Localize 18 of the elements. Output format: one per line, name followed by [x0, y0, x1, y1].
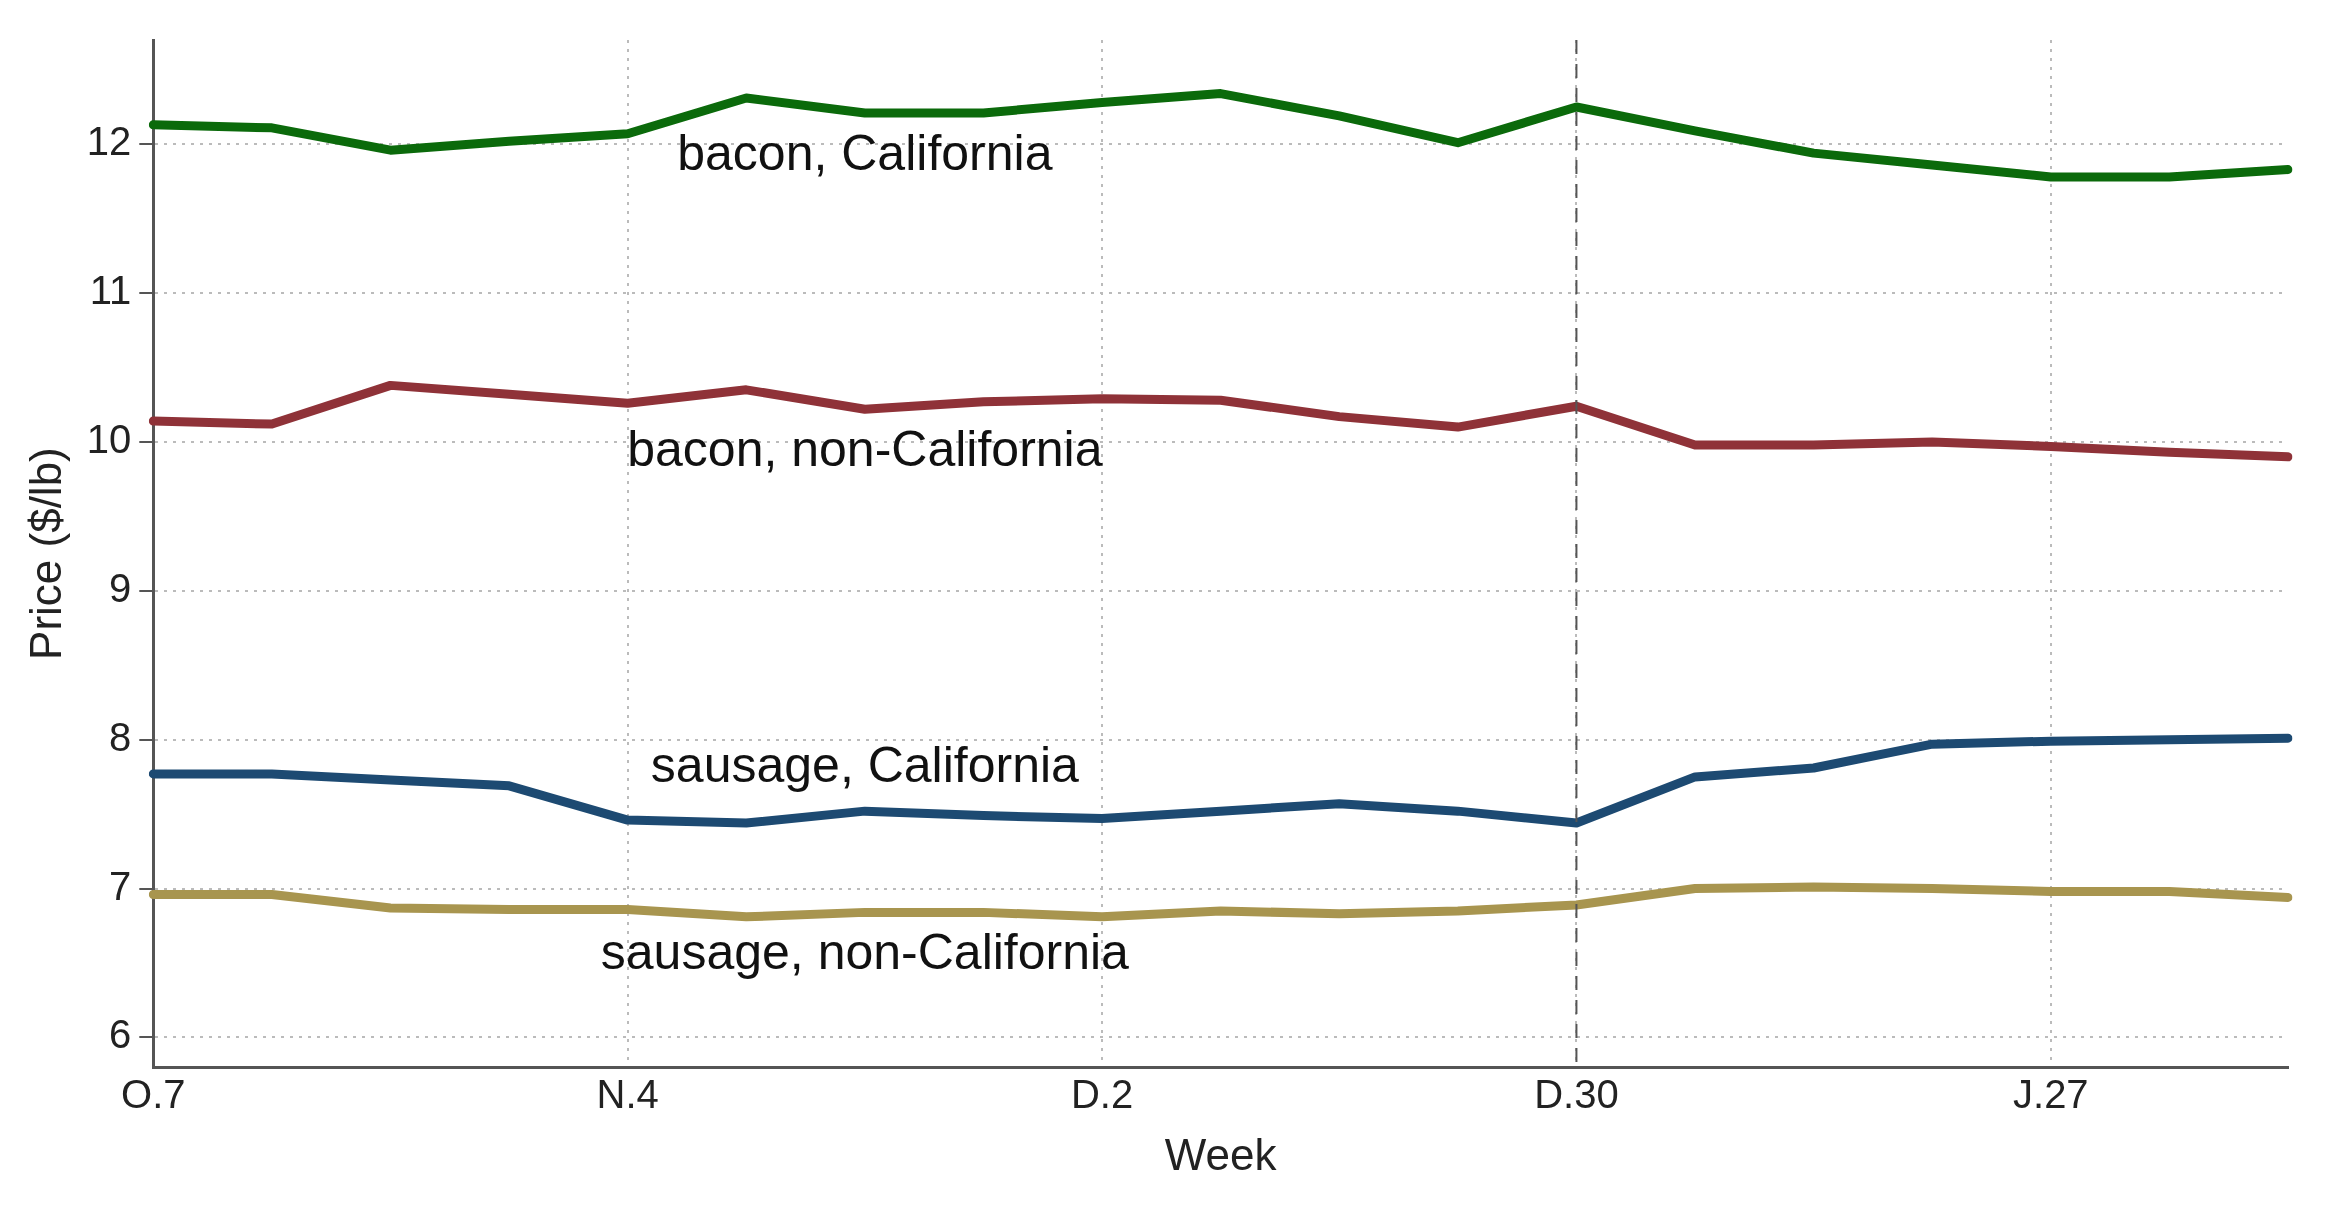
y-tick-label: 10 [86, 416, 132, 461]
x-tick-label: J.27 [2013, 1072, 2089, 1117]
y-tick-label: 12 [86, 119, 132, 164]
series-label: bacon, non-California [627, 420, 1103, 477]
x-axis-title: Week [1164, 1129, 1278, 1179]
x-tick-label: D.2 [1070, 1072, 1134, 1117]
y-tick-label: 11 [89, 268, 132, 313]
x-tick-label: N.4 [596, 1072, 659, 1117]
y-tick-label: 8 [109, 714, 132, 759]
series-label: sausage, non-California [600, 924, 1130, 981]
series-label: sausage, California [650, 736, 1080, 793]
y-axis-title: Price ($/lb) [20, 447, 70, 660]
y-tick-label: 9 [109, 565, 132, 610]
y-tick-label: 7 [109, 863, 132, 908]
x-tick-label: D.30 [1534, 1072, 1619, 1117]
y-tick-label: 6 [109, 1012, 132, 1057]
series-label: bacon, California [677, 124, 1053, 181]
x-tick-label: O.7 [121, 1072, 186, 1117]
